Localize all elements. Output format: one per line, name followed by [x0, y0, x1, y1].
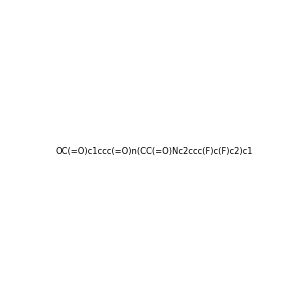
Text: OC(=O)c1ccc(=O)n(CC(=O)Nc2ccc(F)c(F)c2)c1: OC(=O)c1ccc(=O)n(CC(=O)Nc2ccc(F)c(F)c2)c…: [55, 147, 253, 156]
